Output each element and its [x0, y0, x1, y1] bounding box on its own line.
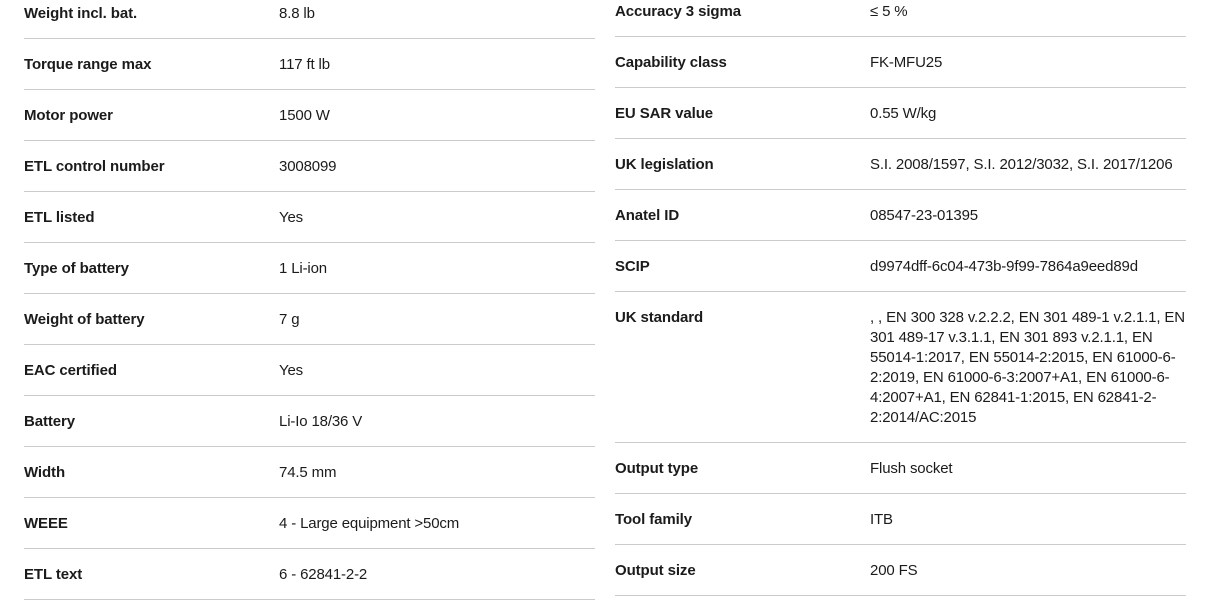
spec-label: EU SAR value [615, 105, 713, 122]
spec-value: 7 g [279, 311, 300, 328]
spec-label: Accuracy 3 sigma [615, 3, 741, 20]
spec-label: WEEE [24, 515, 68, 532]
spec-value: , , EN 300 328 v.2.2.2, EN 301 489-1 v.2… [870, 309, 1185, 426]
spec-row: Tool family ITB [615, 494, 1186, 545]
spec-value: FK-MFU25 [870, 54, 943, 71]
spec-row: Anatel ID 08547-23-01395 [615, 190, 1186, 241]
spec-value: Yes [279, 362, 304, 379]
spec-label: Weight incl. bat. [24, 5, 138, 22]
spec-value: Flush socket [870, 460, 953, 477]
spec-row: UK legislation S.I. 2008/1597, S.I. 2012… [615, 139, 1186, 190]
spec-label: UK standard [615, 309, 704, 326]
spec-value: 8.8 lb [279, 5, 315, 22]
spec-value: 1500 W [279, 107, 330, 124]
spec-label: Weight of battery [24, 311, 145, 328]
spec-label: ETL listed [24, 209, 95, 226]
spec-row: Weight incl. bat. 8.8 lb [24, 0, 595, 39]
spec-label: Torque range max [24, 56, 152, 73]
spec-label: UK legislation [615, 156, 714, 173]
spec-label: EAC certified [24, 362, 117, 379]
spec-label: Tool family [615, 511, 692, 528]
spec-label: Battery [24, 413, 75, 430]
spec-label: Capability class [615, 54, 727, 71]
spec-label: Type of battery [24, 260, 129, 277]
spec-value: Li-Io 18/36 V [279, 413, 363, 430]
spec-label: ETL control number [24, 158, 165, 175]
spec-row: ETL text 6 - 62841-2-2 [24, 549, 595, 600]
spec-table-right: Accuracy 3 sigma ≤ 5 % Capability class … [615, 0, 1186, 596]
spec-label: Width [24, 464, 66, 481]
spec-value: 6 - 62841-2-2 [279, 566, 368, 583]
spec-value: 1 Li-ion [279, 260, 327, 277]
spec-row: Output type Flush socket [615, 443, 1186, 494]
spec-value: 200 FS [870, 562, 918, 579]
spec-table-left: Weight incl. bat. 8.8 lb Torque range ma… [24, 0, 595, 600]
spec-label: ETL text [24, 566, 83, 583]
spec-value: 3008099 [279, 158, 337, 175]
spec-row: Output size 200 FS [615, 545, 1186, 596]
spec-row: Battery Li-Io 18/36 V [24, 396, 595, 447]
spec-label: SCIP [615, 258, 650, 275]
spec-value: 74.5 mm [279, 464, 337, 481]
spec-row: Type of battery 1 Li-ion [24, 243, 595, 294]
spec-label: Anatel ID [615, 207, 680, 224]
spec-value: ITB [870, 511, 893, 528]
spec-row: WEEE 4 - Large equipment >50cm [24, 498, 595, 549]
spec-value: 4 - Large equipment >50cm [279, 515, 460, 532]
spec-value: d9974dff-6c04-473b-9f99-7864a9eed89d [870, 258, 1138, 275]
spec-label: Output size [615, 562, 696, 579]
spec-value: S.I. 2008/1597, S.I. 2012/3032, S.I. 201… [870, 156, 1173, 173]
spec-row: SCIP d9974dff-6c04-473b-9f99-7864a9eed89… [615, 241, 1186, 292]
spec-label: Motor power [24, 107, 113, 124]
spec-row: Accuracy 3 sigma ≤ 5 % [615, 0, 1186, 37]
spec-row: Torque range max 117 ft lb [24, 39, 595, 90]
spec-row: Capability class FK-MFU25 [615, 37, 1186, 88]
spec-value: ≤ 5 % [870, 3, 908, 20]
spec-value: 117 ft lb [279, 56, 330, 73]
spec-row: ETL control number 3008099 [24, 141, 595, 192]
spec-value: Yes [279, 209, 304, 226]
spec-row: Weight of battery 7 g [24, 294, 595, 345]
spec-row: Width 74.5 mm [24, 447, 595, 498]
spec-label: Output type [615, 460, 699, 477]
spec-row: ETL listed Yes [24, 192, 595, 243]
spec-value: 0.55 W/kg [870, 105, 937, 122]
spec-row: EU SAR value 0.55 W/kg [615, 88, 1186, 139]
spec-row: Motor power 1500 W [24, 90, 595, 141]
spec-row: EAC certified Yes [24, 345, 595, 396]
spec-row: UK standard , , EN 300 328 v.2.2.2, EN 3… [615, 292, 1186, 443]
spec-value: 08547-23-01395 [870, 207, 978, 224]
